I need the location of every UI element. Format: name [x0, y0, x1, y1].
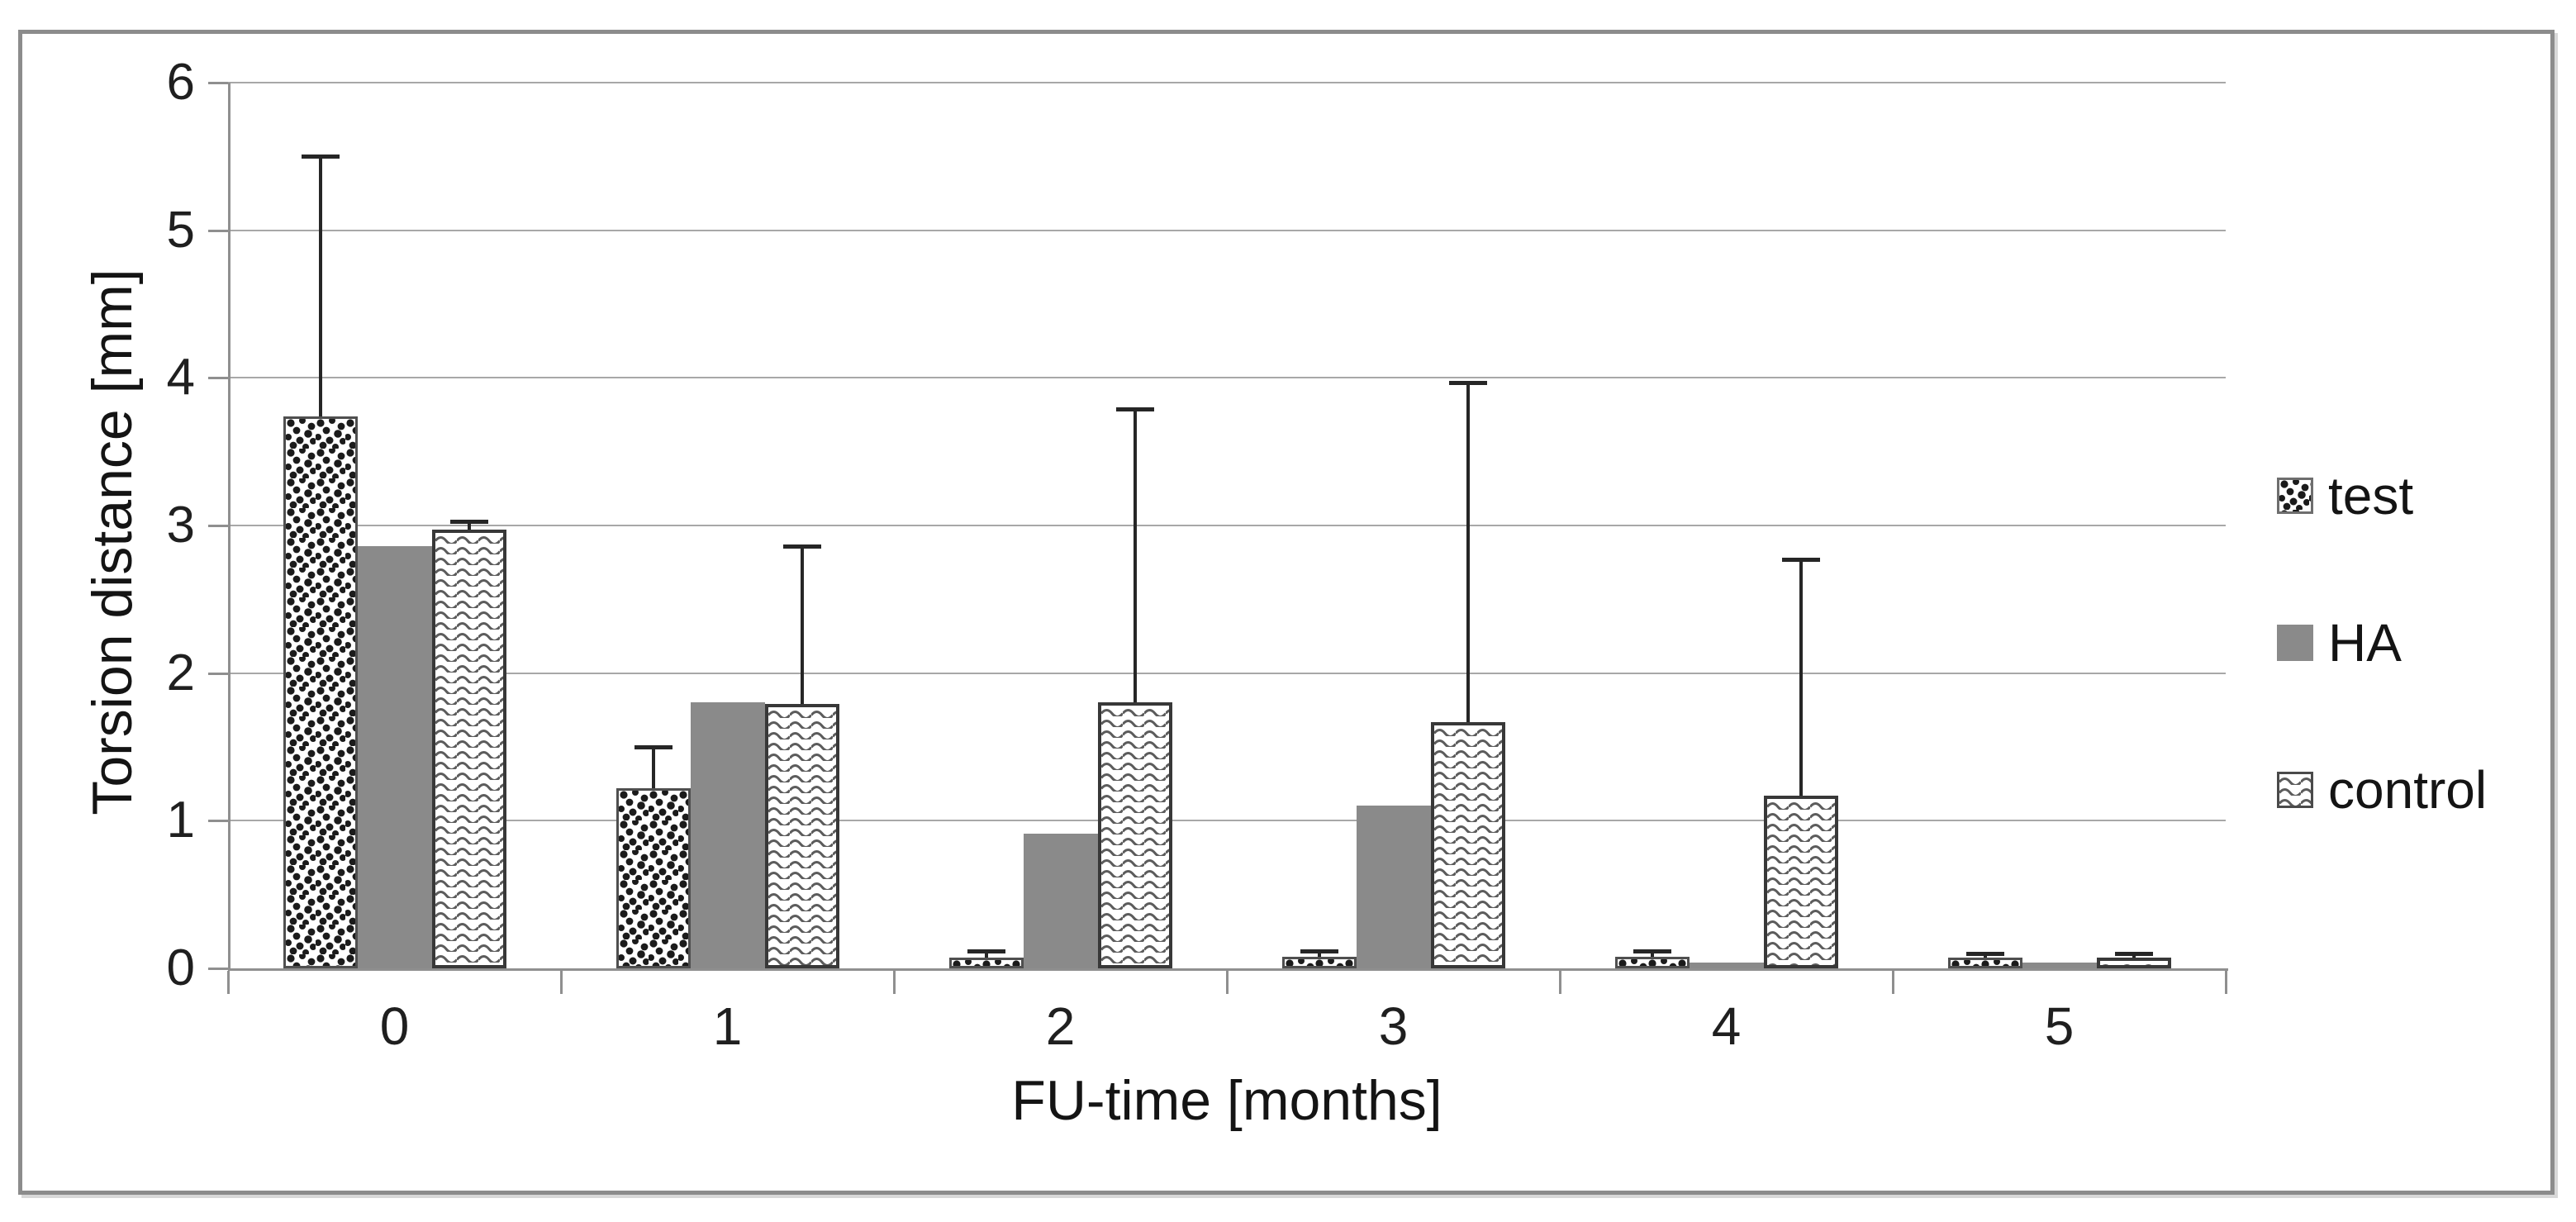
bar-control-month-1 [764, 704, 839, 968]
y-axis-tick [208, 525, 228, 527]
bar-test-month-3 [1281, 957, 1357, 968]
y-tick-label: 0 [166, 939, 195, 996]
x-axis-tick [1559, 971, 1561, 994]
error-bar-control-month-1 [800, 546, 804, 705]
bar-HA-month-5 [2022, 963, 2097, 968]
bar-control-month-2 [1097, 702, 1172, 968]
x-tick-label: 5 [2044, 996, 2075, 1056]
x-axis-tick [560, 971, 563, 994]
bar-control-month-3 [1430, 722, 1505, 968]
error-bar-cap-test-month-2 [967, 949, 1005, 953]
y-axis-tick [208, 229, 228, 232]
error-bar-control-month-3 [1466, 382, 1470, 722]
x-tick-label: 0 [379, 996, 410, 1056]
bar-test-month-5 [1947, 958, 2022, 968]
bar-test-month-1 [615, 788, 691, 968]
error-bar-cap-control-month-3 [1448, 380, 1487, 385]
y-tick-label: 6 [166, 54, 195, 111]
error-bar-control-month-0 [467, 521, 471, 530]
bar-HA-month-0 [357, 546, 432, 968]
legend-item-control: control [2277, 763, 2487, 816]
error-bar-control-month-4 [1799, 559, 1803, 796]
error-bar-cap-control-month-0 [449, 519, 488, 524]
y-tick-label: 4 [166, 349, 195, 407]
x-axis-line [228, 968, 2228, 971]
y-gridline [228, 229, 2226, 231]
y-tick-label: 2 [166, 644, 195, 701]
error-bar-cap-test-month-3 [1300, 949, 1338, 953]
legend-swatch-ha-icon [2277, 625, 2313, 661]
x-axis-tick [893, 971, 896, 994]
legend-swatch-test-icon [2277, 478, 2313, 514]
error-bar-test-month-0 [318, 156, 322, 416]
error-bar-test-month-2 [984, 950, 988, 958]
bar-test-month-4 [1614, 957, 1690, 968]
x-tick-label: 3 [1378, 996, 1409, 1056]
y-gridline [228, 820, 2226, 822]
y-axis-tick [208, 82, 228, 84]
x-tick-label: 2 [1045, 996, 1076, 1056]
error-bar-test-month-1 [651, 747, 655, 789]
y-gridline [228, 672, 2226, 674]
legend-item-test: test [2277, 469, 2413, 522]
error-bar-cap-control-month-1 [782, 544, 821, 549]
error-bar-cap-test-month-5 [1965, 952, 2004, 957]
error-bar-test-month-3 [1317, 950, 1321, 957]
y-axis-tick [208, 672, 228, 675]
y-gridline [228, 377, 2226, 379]
y-axis-tick [208, 820, 228, 823]
error-bar-cap-control-month-2 [1115, 407, 1154, 411]
error-bar-cap-control-month-5 [2114, 952, 2153, 957]
bar-HA-month-3 [1356, 806, 1431, 968]
error-bar-cap-test-month-1 [634, 745, 673, 749]
y-axis-line [228, 83, 231, 971]
x-tick-label: 1 [712, 996, 743, 1056]
y-tick-label: 3 [166, 497, 195, 554]
legend-label-ha: HA [2328, 613, 2402, 673]
x-axis-tick [227, 971, 230, 994]
bar-control-month-5 [2096, 958, 2171, 968]
y-gridline [228, 525, 2226, 526]
error-bar-cap-control-month-4 [1781, 558, 1820, 563]
bar-HA-month-2 [1023, 834, 1098, 968]
bar-HA-month-1 [690, 702, 765, 968]
x-axis-title: FU-time [months] [1011, 1069, 1442, 1132]
x-axis-tick [1892, 971, 1894, 994]
legend-label-test: test [2328, 466, 2414, 525]
bar-test-month-0 [283, 416, 358, 968]
bar-control-month-4 [1763, 796, 1838, 968]
y-axis-title: Torsion distance [mm] [81, 269, 144, 815]
bar-HA-month-4 [1689, 963, 1764, 968]
error-bar-cap-test-month-0 [301, 155, 340, 159]
error-bar-control-month-2 [1133, 408, 1137, 703]
y-axis-tick [208, 377, 228, 380]
y-axis-tick [208, 968, 228, 970]
bar-test-month-2 [948, 958, 1024, 968]
y-gridline [228, 82, 2226, 83]
x-axis-tick [2225, 971, 2227, 994]
legend-item-ha: HA [2277, 616, 2402, 669]
error-bar-cap-test-month-4 [1633, 949, 1671, 953]
bar-control-month-0 [431, 530, 506, 968]
x-tick-label: 4 [1711, 996, 1742, 1056]
legend-label-control: control [2328, 760, 2488, 820]
error-bar-test-month-4 [1650, 950, 1654, 957]
y-tick-label: 1 [166, 792, 195, 849]
x-axis-tick [1226, 971, 1229, 994]
y-tick-label: 5 [166, 201, 195, 259]
legend-swatch-control-icon [2277, 772, 2313, 808]
